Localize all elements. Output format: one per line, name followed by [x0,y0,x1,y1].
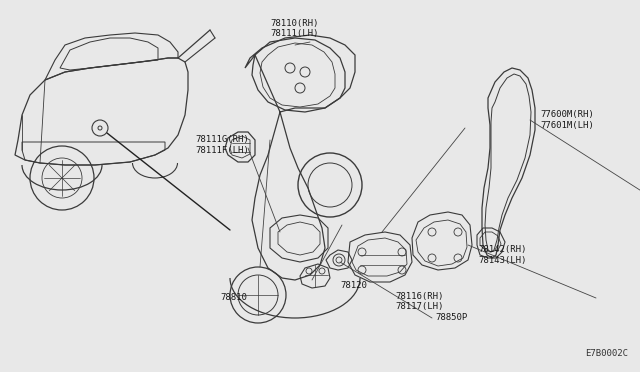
Text: 78120: 78120 [340,280,367,289]
Text: E7B0002C: E7B0002C [585,349,628,358]
Text: 77600M(RH)
77601M(LH): 77600M(RH) 77601M(LH) [540,110,594,130]
Text: 78810: 78810 [220,294,247,302]
Text: 78142(RH)
78143(LH): 78142(RH) 78143(LH) [478,245,526,265]
Text: 78110(RH)
78111(LH): 78110(RH) 78111(LH) [271,19,319,38]
Text: 78111G(RH)
78111F(LH): 78111G(RH) 78111F(LH) [195,135,249,155]
Text: 78850P: 78850P [435,314,467,323]
Text: 78116(RH)
78117(LH): 78116(RH) 78117(LH) [396,292,444,311]
